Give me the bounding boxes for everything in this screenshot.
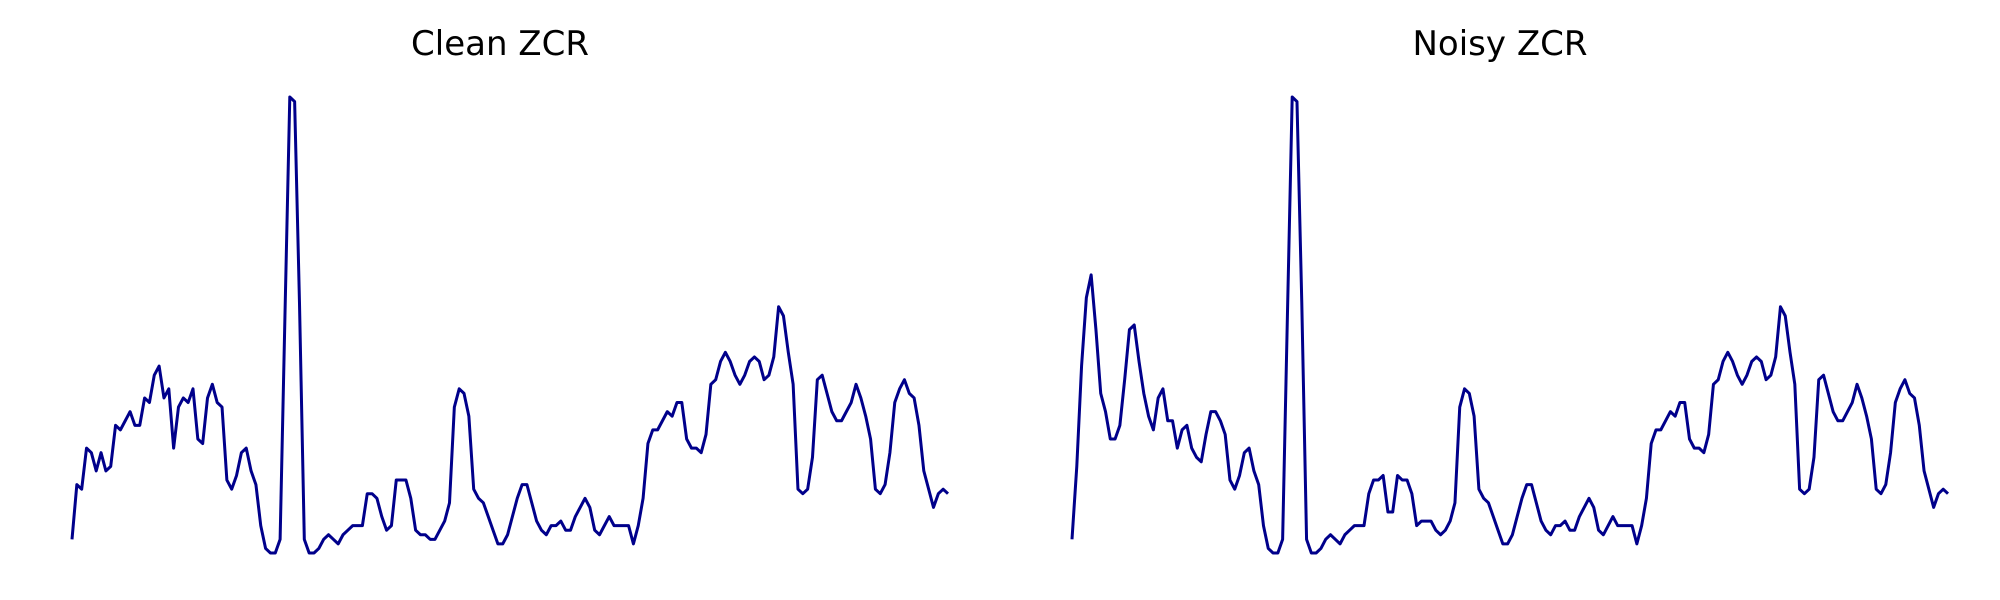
zcr-series-line [70,95,950,555]
noisy-zcr-panel: Noisy ZCR [1000,0,2000,600]
chart-title: Clean ZCR [411,24,589,64]
noisy-zcr-plot [1070,95,1950,555]
clean-zcr-plot [70,95,950,555]
chart-title: Noisy ZCR [1412,24,1588,64]
clean-zcr-panel: Clean ZCR [70,24,950,555]
zcr-series-line [1070,95,1950,555]
